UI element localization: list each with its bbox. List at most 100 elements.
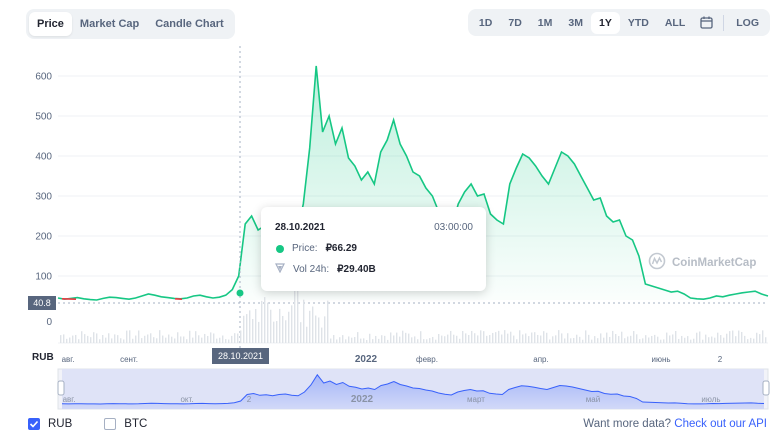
- volume-bar: [753, 338, 755, 343]
- range-all[interactable]: ALL: [664, 16, 686, 29]
- navigator-tick-label: авг.: [63, 395, 76, 404]
- volume-bar: [588, 334, 590, 343]
- volume-bar: [495, 332, 497, 343]
- volume-bar: [384, 335, 386, 343]
- volume-bar: [114, 334, 116, 343]
- volume-bar: [213, 333, 215, 343]
- range-1d[interactable]: 1D: [478, 16, 493, 29]
- volume-bar: [705, 334, 707, 343]
- watermark-text: CoinMarketCap: [672, 256, 757, 269]
- log-scale-toggle[interactable]: LOG: [736, 16, 759, 29]
- volume-bar: [711, 336, 713, 343]
- volume-bar: [336, 339, 338, 343]
- volume-bar: [450, 330, 452, 343]
- volume-bar: [60, 335, 62, 343]
- volume-bar: [708, 337, 710, 343]
- range-1m[interactable]: 1M: [537, 16, 553, 29]
- volume-bar: [210, 332, 212, 343]
- api-cta: Want more data? Check out our API: [583, 418, 767, 430]
- navigator-left-handle[interactable]: [57, 380, 65, 396]
- volume-bar: [273, 321, 275, 343]
- volume-bar: [63, 334, 65, 343]
- volume-bar: [570, 338, 572, 343]
- range-1y[interactable]: 1Y: [590, 11, 620, 34]
- cmc-logo-icon: [648, 252, 666, 273]
- calendar-icon[interactable]: [697, 16, 715, 30]
- volume-bar: [597, 338, 599, 343]
- tab-market-cap[interactable]: Market Cap: [79, 18, 140, 30]
- volume-bar: [729, 331, 731, 343]
- coinmarketcap-watermark: CoinMarketCap: [648, 252, 756, 273]
- volume-bar: [510, 331, 512, 343]
- volume-bar: [543, 331, 545, 343]
- volume-bar: [498, 330, 500, 343]
- volume-bar: [300, 322, 302, 343]
- volume-bar: [162, 335, 164, 343]
- volume-bar: [468, 335, 470, 343]
- volume-bar: [96, 333, 98, 343]
- volume-bar: [765, 337, 767, 343]
- volume-bar: [195, 331, 197, 343]
- volume-bar: [333, 335, 335, 343]
- tooltip-volume-row: Vol 24h: ₽29.40B: [275, 263, 376, 276]
- volume-bar: [249, 310, 251, 343]
- api-link[interactable]: Check out our API: [674, 418, 767, 430]
- volume-bar: [372, 339, 374, 343]
- volume-bar: [411, 337, 413, 343]
- volume-bar: [474, 333, 476, 343]
- rub-checkbox[interactable]: [28, 418, 40, 430]
- volume-bar: [78, 339, 80, 343]
- volume-bar: [321, 327, 323, 343]
- tab-price[interactable]: Price: [29, 12, 72, 36]
- volume-bar: [726, 333, 728, 343]
- volume-bar: [561, 333, 563, 343]
- volume-bar: [531, 332, 533, 343]
- range-3m[interactable]: 3M: [568, 16, 583, 29]
- volume-bar: [621, 331, 623, 343]
- volume-bar: [219, 337, 221, 343]
- range-ytd[interactable]: YTD: [627, 16, 649, 29]
- volume-bar: [240, 330, 242, 343]
- tab-candle-chart[interactable]: Candle Chart: [155, 18, 224, 30]
- volume-bar: [168, 334, 170, 343]
- volume-bar: [603, 337, 605, 343]
- volume-bar: [255, 309, 257, 343]
- volume-bar: [381, 335, 383, 343]
- volume-bar: [567, 333, 569, 343]
- volume-bar: [720, 335, 722, 343]
- volume-bar: [456, 335, 458, 343]
- volume-bar: [678, 338, 680, 343]
- volume-bar: [231, 335, 233, 343]
- volume-bar: [627, 336, 629, 343]
- volume-bar: [132, 338, 134, 343]
- volume-bar: [459, 338, 461, 343]
- volume-bar: [654, 334, 656, 343]
- volume-bar: [426, 339, 428, 343]
- volume-bar: [741, 331, 743, 343]
- volume-bar: [675, 330, 677, 343]
- volume-bar: [417, 339, 419, 343]
- volume-bar: [138, 330, 140, 343]
- volume-bar: [648, 337, 650, 343]
- volume-bar: [369, 333, 371, 343]
- range-7d[interactable]: 7D: [508, 16, 522, 29]
- btc-checkbox[interactable]: [104, 418, 117, 430]
- volume-bar: [129, 330, 131, 343]
- volume-bar: [396, 332, 398, 343]
- y-tick-label: 400: [35, 152, 52, 163]
- volume-bar: [294, 290, 296, 343]
- volume-bar: [150, 333, 152, 343]
- x-tick-label: сент.: [120, 355, 138, 364]
- x-tick-label: апр.: [533, 355, 548, 364]
- volume-bar: [216, 338, 218, 343]
- volume-bar: [600, 333, 602, 343]
- volume-bar: [534, 332, 536, 343]
- volume-bar: [657, 336, 659, 343]
- navigator-right-handle[interactable]: [762, 380, 770, 396]
- price-tooltip: 28.10.2021 03:00:00 Price: ₽66.29 Vol 24…: [261, 207, 486, 291]
- volume-bar: [492, 332, 494, 343]
- volume-bar: [414, 336, 416, 343]
- volume-bar: [345, 339, 347, 343]
- volume-bar: [666, 332, 668, 343]
